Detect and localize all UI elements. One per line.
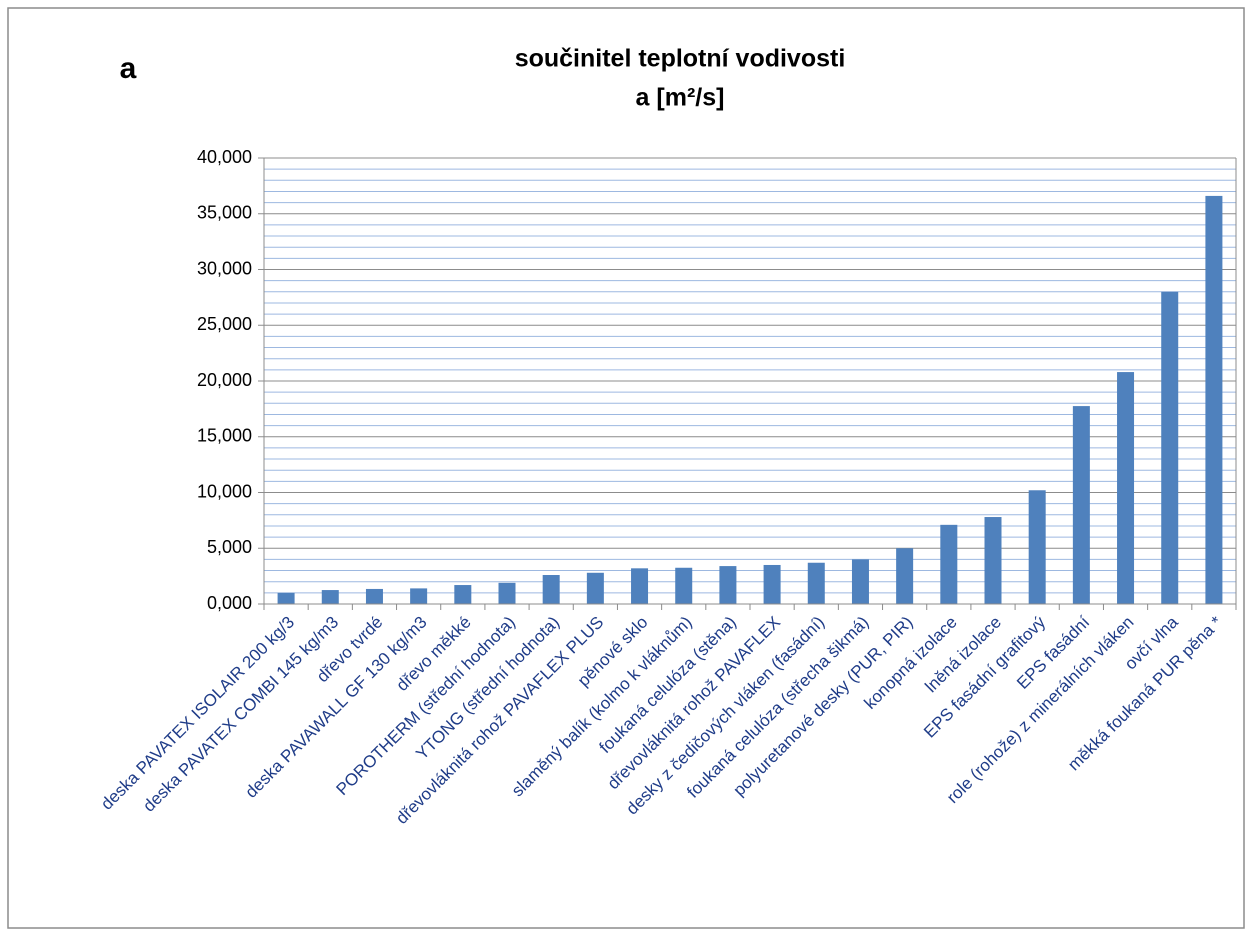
bar: [807, 562, 825, 604]
bar: [719, 566, 737, 604]
panel-label: a: [120, 52, 137, 85]
y-tick-label: 30,000: [197, 258, 252, 278]
y-tick-label: 0,000: [207, 593, 252, 613]
chart-subtitle: a [m²/s]: [636, 84, 725, 112]
bar: [631, 568, 649, 604]
bar: [940, 524, 958, 604]
bar: [1161, 291, 1179, 604]
bar: [586, 572, 604, 604]
chart-frame: [7, 7, 1245, 929]
bar: [1028, 490, 1046, 604]
bar: [454, 585, 472, 604]
bar: [984, 517, 1002, 604]
bar: [1205, 195, 1223, 604]
y-tick-label: 25,000: [197, 314, 252, 334]
bar: [675, 567, 693, 604]
bar: [542, 575, 560, 604]
bar: [851, 559, 869, 604]
y-tick-label: 5,000: [207, 537, 252, 557]
bar: [1117, 372, 1135, 604]
y-tick-label: 15,000: [197, 426, 252, 446]
bar: [763, 564, 781, 604]
y-tick-label: 40,000: [197, 147, 252, 167]
bar: [1072, 406, 1090, 604]
bar: [410, 588, 428, 604]
y-tick-label: 20,000: [197, 370, 252, 390]
bar: [365, 588, 383, 604]
chart-title: součinitel teplotní vodivosti: [515, 45, 846, 73]
bar: [277, 592, 295, 604]
y-tick-label: 10,000: [197, 481, 252, 501]
bar: [498, 582, 516, 604]
bar: [896, 548, 914, 604]
bar: [321, 590, 339, 604]
y-tick-label: 35,000: [197, 203, 252, 223]
